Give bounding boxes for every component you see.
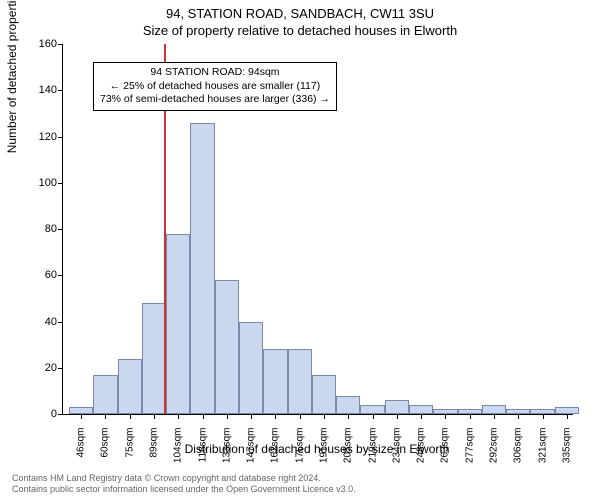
ytick-mark	[58, 183, 63, 184]
histogram-bar	[142, 303, 166, 414]
histogram-bar	[288, 349, 312, 414]
xtick-mark	[348, 414, 349, 419]
footer-line2: Contains public sector information licen…	[12, 484, 356, 496]
xtick-mark	[567, 414, 568, 419]
ytick-mark	[58, 44, 63, 45]
ytick-mark	[58, 414, 63, 415]
ytick-label: 80	[23, 223, 57, 235]
histogram-bar	[263, 349, 287, 414]
histogram-bar	[385, 400, 409, 414]
histogram-bar	[215, 280, 239, 414]
chart-area: Number of detached properties 0204060801…	[62, 44, 572, 414]
footer-attribution: Contains HM Land Registry data © Crown c…	[12, 473, 356, 496]
plot-region: 02040608010012014016046sqm60sqm75sqm89sq…	[62, 44, 573, 415]
xtick-mark	[421, 414, 422, 419]
ytick-label: 120	[23, 131, 57, 143]
ytick-label: 40	[23, 316, 57, 328]
histogram-bar	[239, 322, 263, 415]
histogram-bar	[69, 407, 93, 414]
histogram-bar	[482, 405, 506, 414]
xtick-mark	[470, 414, 471, 419]
histogram-bar	[118, 359, 142, 415]
ytick-mark	[58, 137, 63, 138]
histogram-bar	[190, 123, 214, 414]
annotation-line2: ← 25% of detached houses are smaller (11…	[100, 80, 330, 94]
ytick-mark	[58, 90, 63, 91]
histogram-bar	[555, 407, 579, 414]
xtick-mark	[178, 414, 179, 419]
xtick-mark	[227, 414, 228, 419]
ytick-mark	[58, 322, 63, 323]
xtick-mark	[300, 414, 301, 419]
xtick-mark	[445, 414, 446, 419]
ytick-mark	[58, 275, 63, 276]
chart-container: 94, STATION ROAD, SANDBACH, CW11 3SU Siz…	[0, 0, 600, 500]
annotation-line1: 94 STATION ROAD: 94sqm	[100, 66, 330, 80]
histogram-bar	[312, 375, 336, 414]
xtick-mark	[154, 414, 155, 419]
xtick-mark	[518, 414, 519, 419]
y-axis-label: Number of detached properties	[5, 0, 19, 153]
annotation-box: 94 STATION ROAD: 94sqm← 25% of detached …	[93, 62, 337, 111]
ytick-label: 60	[23, 269, 57, 281]
histogram-bar	[336, 396, 360, 415]
x-axis-label: Distribution of detached houses by size …	[62, 442, 572, 456]
xtick-mark	[251, 414, 252, 419]
xtick-mark	[81, 414, 82, 419]
xtick-mark	[130, 414, 131, 419]
ytick-label: 100	[23, 177, 57, 189]
ytick-mark	[58, 229, 63, 230]
ytick-label: 20	[23, 362, 57, 374]
xtick-mark	[373, 414, 374, 419]
ytick-label: 0	[23, 408, 57, 420]
title-main: 94, STATION ROAD, SANDBACH, CW11 3SU	[0, 0, 600, 21]
annotation-line3: 73% of semi-detached houses are larger (…	[100, 93, 330, 107]
title-sub: Size of property relative to detached ho…	[0, 21, 600, 38]
xtick-mark	[494, 414, 495, 419]
xtick-mark	[397, 414, 398, 419]
xtick-mark	[105, 414, 106, 419]
ytick-label: 140	[23, 84, 57, 96]
xtick-mark	[203, 414, 204, 419]
histogram-bar	[409, 405, 433, 414]
xtick-mark	[275, 414, 276, 419]
histogram-bar	[93, 375, 117, 414]
xtick-mark	[543, 414, 544, 419]
histogram-bar	[166, 234, 190, 414]
ytick-mark	[58, 368, 63, 369]
footer-line1: Contains HM Land Registry data © Crown c…	[12, 473, 356, 485]
xtick-mark	[324, 414, 325, 419]
ytick-label: 160	[23, 38, 57, 50]
histogram-bar	[360, 405, 384, 414]
